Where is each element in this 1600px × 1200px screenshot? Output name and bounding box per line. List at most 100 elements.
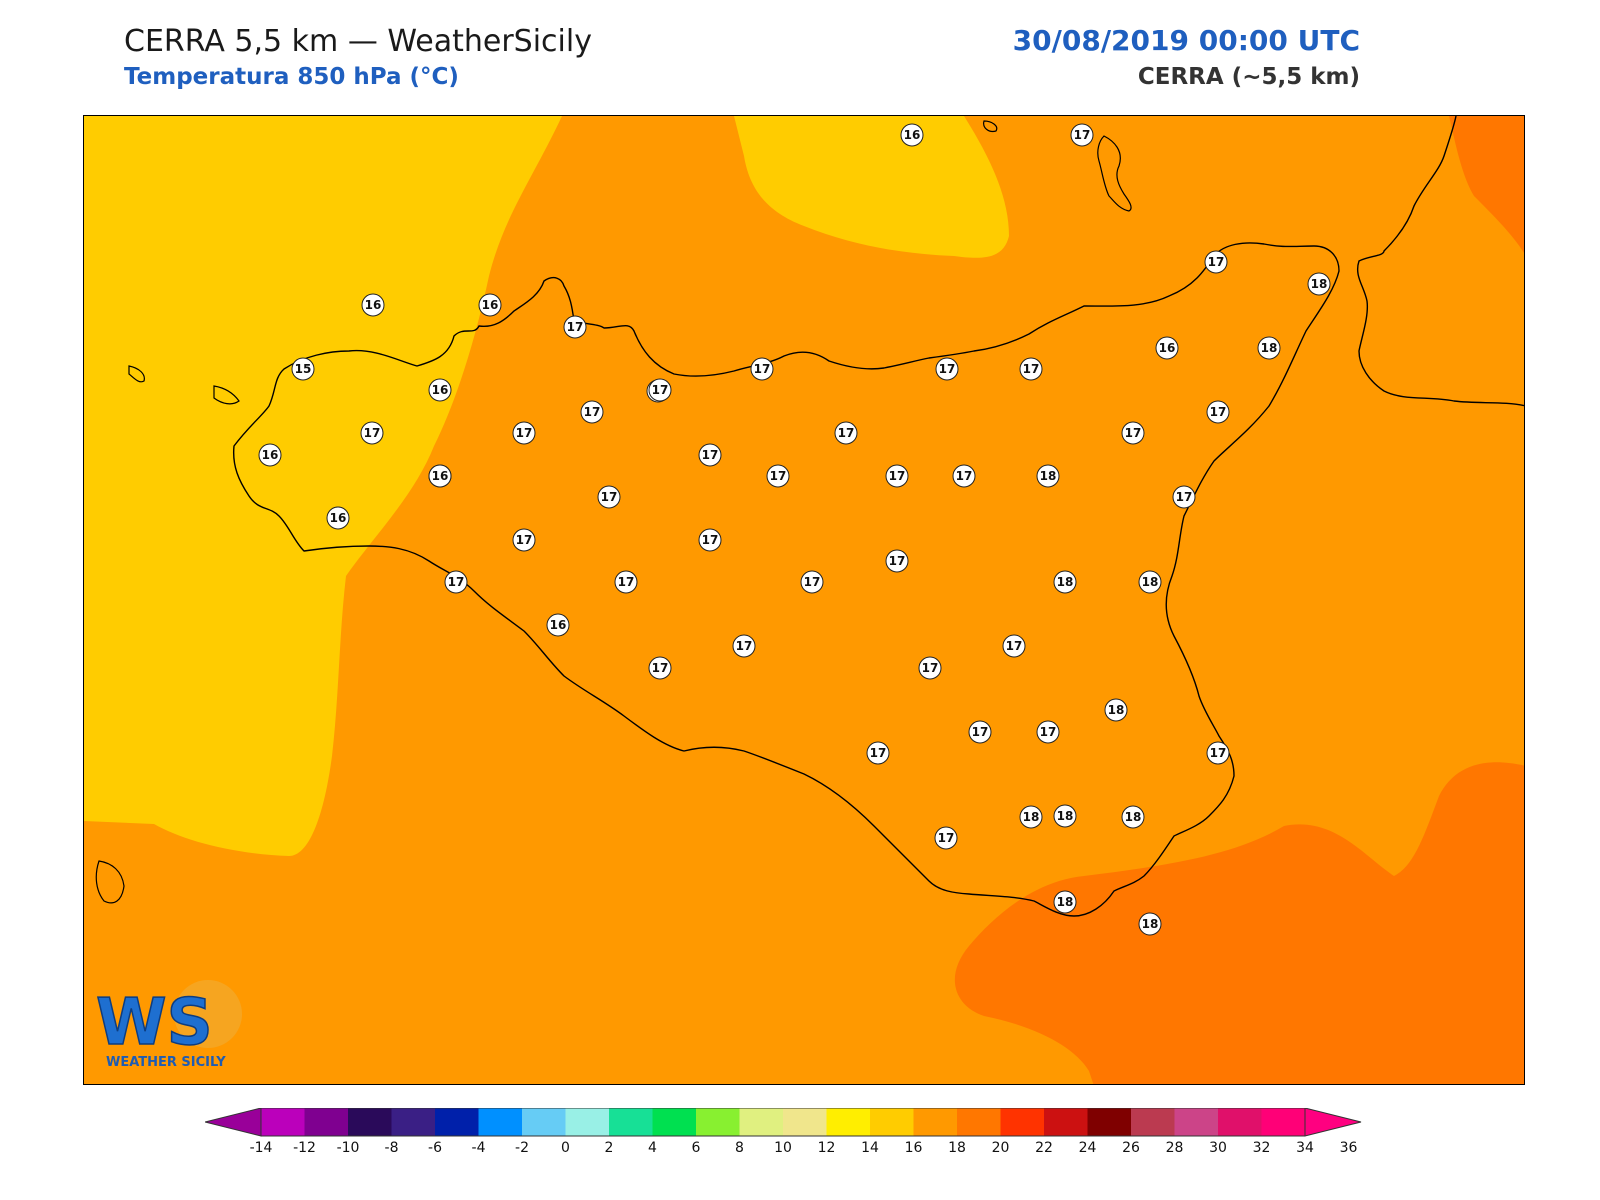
station-value: 18 [1057,895,1074,909]
model-label: CERRA (~5,5 km) [1137,64,1360,90]
station-marker-circle [546,613,570,637]
station-marker-circle [1053,570,1077,594]
station-marker: 17 [698,443,722,467]
station-marker: 17 [614,570,638,594]
station-marker: 17 [1206,400,1230,424]
station-marker-circle [952,464,976,488]
station-value: 17 [516,426,533,440]
colorbar-tick-label: 4 [648,1140,657,1156]
colorbar-bin [957,1108,1001,1136]
station-marker-circle [866,741,890,765]
field-14-16-west [84,116,562,856]
station-value: 17 [1210,405,1227,419]
station-marker: 17 [698,528,722,552]
station-value: 18 [1142,917,1159,931]
colorbar-bin [1261,1108,1305,1136]
colorbar-bin [304,1108,348,1136]
station-marker: 18 [1138,570,1162,594]
station-marker-circle [1019,357,1043,381]
station-marker-circle [918,656,942,680]
colorbar-tick-label: 20 [992,1140,1010,1156]
station-value: 18 [1057,575,1074,589]
station-marker: 18 [1121,805,1145,829]
colorbar-tick-label: 16 [905,1140,923,1156]
station-marker: 17 [935,357,959,381]
station-value: 18 [1261,341,1278,355]
station-marker-circle [885,464,909,488]
colorbar-bin [1087,1108,1131,1136]
station-marker-circle [1121,421,1145,445]
station-marker: 17 [1204,250,1228,274]
station-marker: 17 [750,357,774,381]
station-marker: 17 [766,464,790,488]
station-marker: 18 [1307,272,1331,296]
map-canvas: 16 17 17 18 16 16 17 15 16 17 17 17 17 18 16 17 17 17 16 16… [84,116,1524,1084]
station-marker-circle [1206,741,1230,765]
station-value: 16 [432,469,449,483]
station-value: 16 [330,511,347,525]
station-value: 17 [870,746,887,760]
station-value: 17 [652,661,669,675]
station-marker: 18 [1053,804,1077,828]
colorbar-tick-label: 2 [605,1140,614,1156]
colorbar-tick-label: 28 [1166,1140,1184,1156]
station-value: 17 [1074,128,1091,142]
station-marker-circle [258,443,282,467]
station-marker: 17 [885,549,909,573]
station-marker-circle [1036,464,1060,488]
station-value: 16 [904,128,921,142]
colorbar-tick-label: 12 [818,1140,836,1156]
station-marker-circle [1257,336,1281,360]
colorbar-bin [565,1108,609,1136]
station-marker-circle [698,528,722,552]
station-marker-circle [1138,570,1162,594]
station-value: 16 [432,383,449,397]
station-marker: 17 [580,400,604,424]
colorbar-bin [609,1108,653,1136]
station-marker: 17 [834,421,858,445]
station-value: 16 [365,298,382,312]
station-marker: 17 [1070,123,1094,147]
station-marker-circle [614,570,638,594]
station-value: 17 [736,639,753,653]
colorbar-tick-label: 0 [561,1140,570,1156]
station-marker-circle [1307,272,1331,296]
station-value: 16 [262,448,279,462]
colorbar-tick-label: -10 [337,1140,360,1156]
station-marker: 16 [428,378,452,402]
colorbar-bin [478,1108,522,1136]
colorbar-tick-label: -12 [293,1140,316,1156]
station-marker: 16 [546,613,570,637]
station-value: 17 [1208,255,1225,269]
station-value: 18 [1125,810,1142,824]
station-marker-circle [900,123,924,147]
station-marker: 16 [1155,336,1179,360]
station-marker: 17 [512,528,536,552]
colorbar-outline [260,1108,1306,1137]
map-panel: 16 17 17 18 16 16 17 15 16 17 17 17 17 18 16 17 17 17 16 16… [83,115,1525,1085]
colorbar-bin [826,1108,870,1136]
colorbar-bin [391,1108,435,1136]
station-marker: 17 [1172,485,1196,509]
station-marker-circle [1155,336,1179,360]
islands-coastline [95,120,1132,904]
station-marker-circle [732,634,756,658]
map-title: CERRA 5,5 km — WeatherSicily [124,24,592,59]
station-marker-circle [563,315,587,339]
colorbar-tick-label: -14 [250,1140,273,1156]
station-marker-circle [580,400,604,424]
station-marker-circle [1036,720,1060,744]
station-marker: 17 [360,421,384,445]
station-value: 16 [1159,341,1176,355]
colorbar-over-arrow [1304,1108,1362,1137]
station-marker: 17 [648,656,672,680]
station-marker: 17 [1121,421,1145,445]
station-value: 17 [972,725,989,739]
colorbar-bin [1131,1108,1175,1136]
station-value: 17 [364,426,381,440]
station-value: 17 [1210,746,1227,760]
station-marker-circle [360,421,384,445]
station-value: 18 [1108,703,1125,717]
station-value: 17 [889,554,906,568]
field-18-20-east [1449,116,1524,253]
